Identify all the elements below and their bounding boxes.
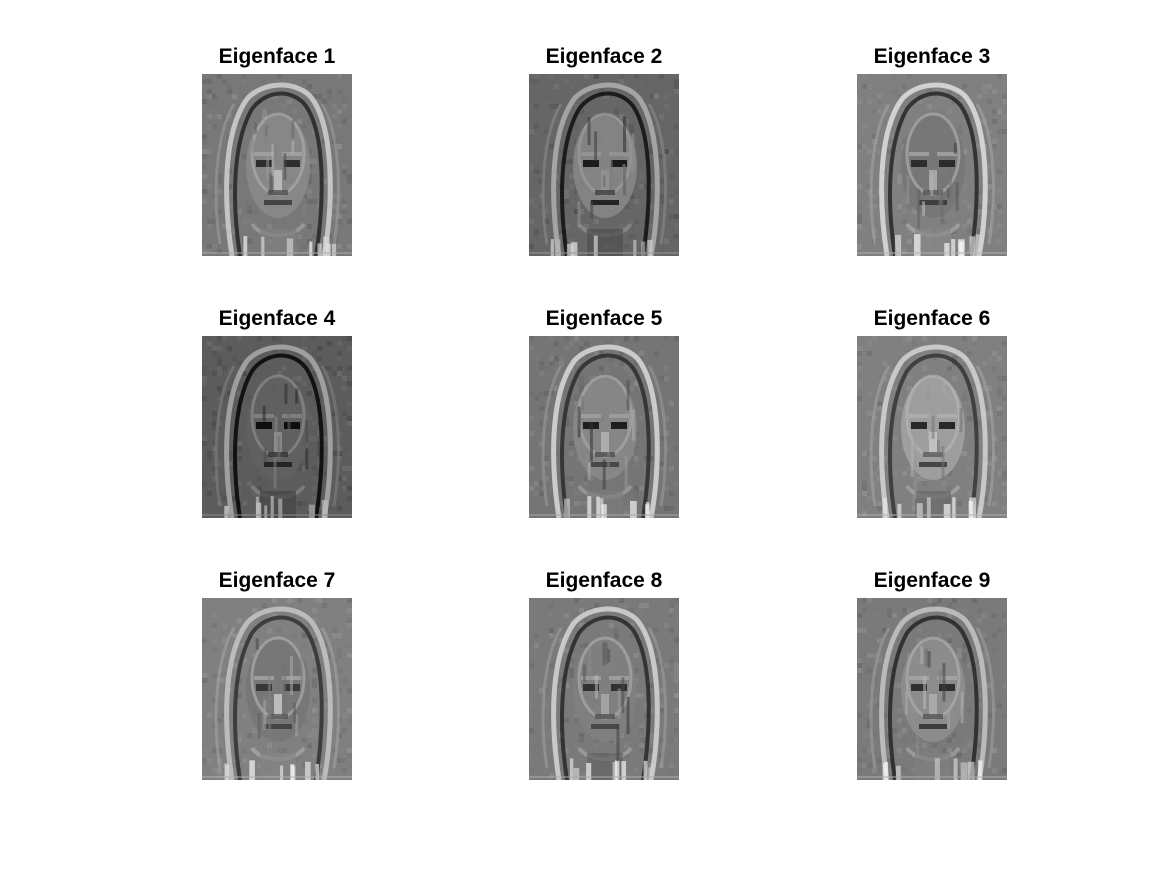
eigenface-image — [202, 598, 352, 780]
eigenface-image — [529, 336, 679, 518]
subplot-title: Eigenface 9 — [873, 569, 991, 592]
subplot-title: Eigenface 3 — [873, 45, 991, 68]
subplot-title: Eigenface 5 — [545, 307, 663, 330]
subplot-title: Eigenface 1 — [218, 45, 336, 68]
subplot-title: Eigenface 4 — [218, 307, 336, 330]
eigenface-image — [529, 598, 679, 780]
eigenface-image — [857, 598, 1007, 780]
subplot-title: Eigenface 2 — [545, 45, 663, 68]
eigenface-image — [857, 74, 1007, 256]
eigenface-image — [202, 336, 352, 518]
eigenface-image — [202, 74, 352, 256]
subplot-title: Eigenface 8 — [545, 569, 663, 592]
eigenface-image — [529, 74, 679, 256]
eigenface-image — [857, 336, 1007, 518]
subplot-title: Eigenface 6 — [873, 307, 991, 330]
subplot-title: Eigenface 7 — [218, 569, 336, 592]
